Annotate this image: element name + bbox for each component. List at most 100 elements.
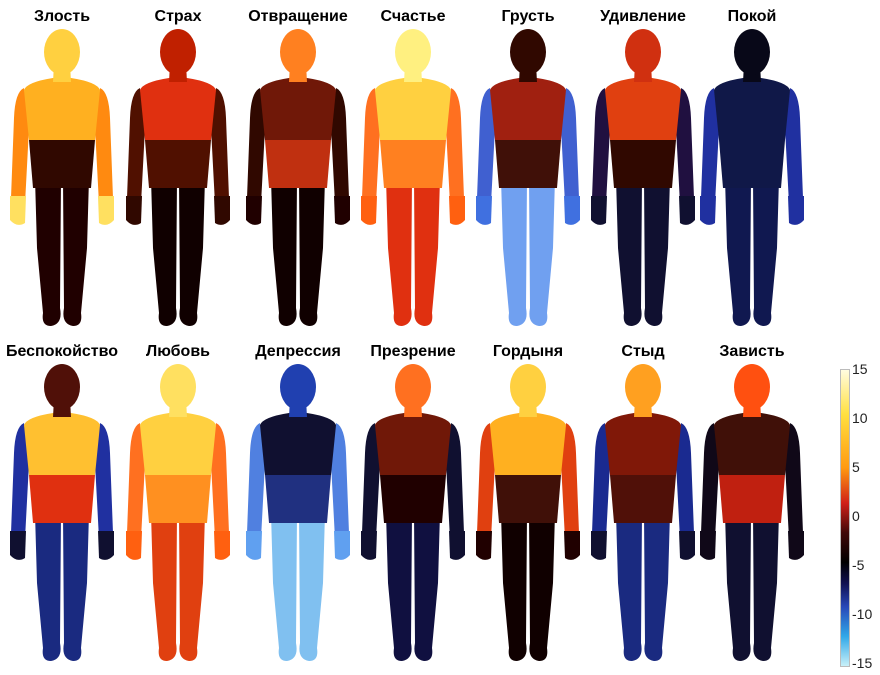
body-region-hand-right xyxy=(98,196,114,225)
body-region-chest xyxy=(140,413,216,475)
emotion-label: Грусть xyxy=(501,8,555,25)
body-region-hand-right xyxy=(564,531,580,560)
body-region-leg-left xyxy=(386,513,412,661)
body-silhouette xyxy=(700,364,804,661)
body-region-leg-right xyxy=(179,513,205,661)
body-region-arm-left xyxy=(10,423,30,541)
body-region-belly xyxy=(495,475,561,523)
body-region-belly xyxy=(380,475,446,523)
body-region-hand-right xyxy=(334,531,350,560)
body-silhouette xyxy=(476,364,580,661)
body-region-leg-left xyxy=(725,513,751,661)
body-region-arm-right xyxy=(785,88,804,206)
body-region-hand-right xyxy=(788,196,804,225)
body-map: Беспокойство xyxy=(6,343,118,673)
body-region-hand-left xyxy=(246,531,262,560)
body-region-chest xyxy=(24,413,100,475)
body-silhouette xyxy=(126,364,230,661)
body-region-leg-right xyxy=(644,178,670,326)
body-region-belly xyxy=(265,475,331,523)
body-region-head xyxy=(395,364,431,410)
body-region-arm-left xyxy=(591,423,610,541)
body-region-head xyxy=(625,29,661,75)
emotion-label: Счастье xyxy=(380,8,446,25)
emotion-label: Стыд xyxy=(621,343,665,360)
body-region-head xyxy=(280,364,316,410)
emotion-label: Презрение xyxy=(370,343,456,360)
body-region-leg-left xyxy=(151,178,177,326)
body-region-chest xyxy=(375,78,451,140)
body-region-leg-right xyxy=(529,178,555,326)
body-map: Страх xyxy=(123,8,233,338)
body-region-hand-left xyxy=(591,196,607,225)
colorbar xyxy=(840,369,850,667)
body-region-leg-right xyxy=(644,513,670,661)
body-region-belly xyxy=(29,140,95,188)
body-region-hand-right xyxy=(214,196,230,225)
emotion-label: Беспокойство xyxy=(5,343,119,360)
body-region-hand-left xyxy=(361,196,377,225)
body-region-arm-left xyxy=(126,88,145,206)
body-map: Презрение xyxy=(358,343,468,673)
body-region-leg-left xyxy=(725,178,751,326)
body-map: Счастье xyxy=(358,8,468,338)
colorbar-tick-label: -10 xyxy=(852,606,873,622)
body-region-leg-left xyxy=(271,513,297,661)
body-region-belly xyxy=(29,475,95,523)
body-silhouette xyxy=(246,29,350,326)
colorbar-tick-label: 5 xyxy=(852,459,860,475)
body-region-chest xyxy=(605,78,681,140)
body-map: Стыд xyxy=(588,343,698,673)
body-region-hand-right xyxy=(449,531,465,560)
body-region-arm-right xyxy=(446,423,465,541)
body-map: Отвращение xyxy=(243,8,353,338)
body-map: Покой xyxy=(697,8,807,338)
body-map: Зависть xyxy=(697,343,807,673)
body-region-arm-left xyxy=(126,423,145,541)
body-region-arm-left xyxy=(700,88,719,206)
body-region-hand-right xyxy=(679,196,695,225)
emotion-label: Депрессия xyxy=(255,343,341,360)
body-region-hand-right xyxy=(564,196,580,225)
body-region-arm-left xyxy=(700,423,719,541)
body-silhouette xyxy=(700,29,804,326)
body-region-belly xyxy=(145,475,211,523)
body-region-hand-right xyxy=(788,531,804,560)
emotion-label: Гордыня xyxy=(492,343,564,360)
body-region-leg-right xyxy=(63,178,89,326)
body-region-arm-left xyxy=(361,423,380,541)
body-silhouette xyxy=(591,29,695,326)
body-region-head xyxy=(625,364,661,410)
body-region-chest xyxy=(140,78,216,140)
body-region-arm-right xyxy=(331,423,350,541)
body-silhouette xyxy=(361,364,465,661)
body-region-arm-left xyxy=(246,423,265,541)
body-region-arm-right xyxy=(785,423,804,541)
body-region-belly xyxy=(719,140,785,188)
body-region-belly xyxy=(610,475,676,523)
body-silhouette xyxy=(246,364,350,661)
body-region-leg-right xyxy=(414,178,440,326)
body-region-hand-left xyxy=(10,196,26,225)
body-region-head xyxy=(44,29,80,75)
body-region-hand-left xyxy=(126,531,142,560)
body-region-head xyxy=(734,29,770,75)
body-region-arm-left xyxy=(10,88,30,206)
body-silhouette xyxy=(591,364,695,661)
colorbar-tick-label: -5 xyxy=(852,557,865,573)
body-region-hand-left xyxy=(476,531,492,560)
body-region-chest xyxy=(260,413,336,475)
body-region-hand-right xyxy=(214,531,230,560)
body-region-leg-right xyxy=(299,178,325,326)
colorbar-tick-label: 0 xyxy=(852,508,860,524)
body-silhouette xyxy=(10,364,114,661)
body-region-head xyxy=(160,29,196,75)
body-region-arm-right xyxy=(211,88,230,206)
body-region-belly xyxy=(380,140,446,188)
colorbar-tick-label: -15 xyxy=(852,655,873,671)
body-region-hand-right xyxy=(334,196,350,225)
body-region-arm-left xyxy=(476,423,495,541)
body-map: Гордыня xyxy=(473,343,583,673)
body-region-belly xyxy=(719,475,785,523)
body-region-leg-right xyxy=(753,178,779,326)
